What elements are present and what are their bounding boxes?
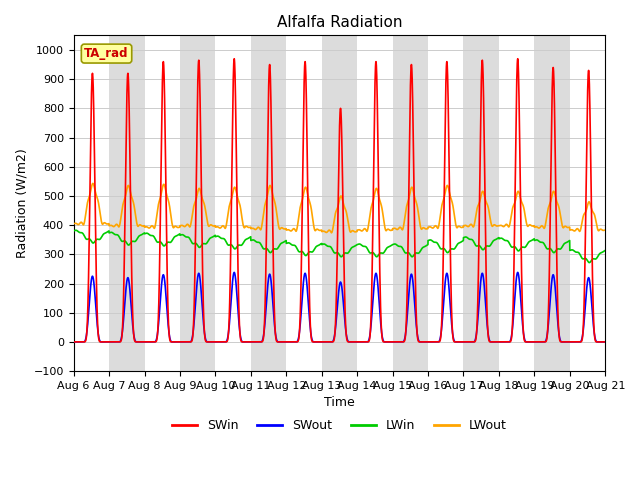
Bar bbox=[74, 36, 109, 371]
Bar bbox=[145, 36, 180, 371]
Bar bbox=[534, 36, 570, 371]
Bar bbox=[570, 36, 605, 371]
Title: Alfalfa Radiation: Alfalfa Radiation bbox=[276, 15, 402, 30]
Bar bbox=[322, 36, 357, 371]
Bar bbox=[463, 36, 499, 371]
Legend: SWin, SWout, LWin, LWout: SWin, SWout, LWin, LWout bbox=[167, 414, 512, 437]
Bar bbox=[499, 36, 534, 371]
Text: TA_rad: TA_rad bbox=[84, 47, 129, 60]
Bar bbox=[357, 36, 392, 371]
Bar bbox=[216, 36, 251, 371]
Bar bbox=[392, 36, 428, 371]
Bar bbox=[109, 36, 145, 371]
Bar bbox=[286, 36, 322, 371]
Bar bbox=[180, 36, 216, 371]
Bar bbox=[251, 36, 286, 371]
Y-axis label: Radiation (W/m2): Radiation (W/m2) bbox=[15, 148, 28, 258]
Bar bbox=[428, 36, 463, 371]
X-axis label: Time: Time bbox=[324, 396, 355, 409]
